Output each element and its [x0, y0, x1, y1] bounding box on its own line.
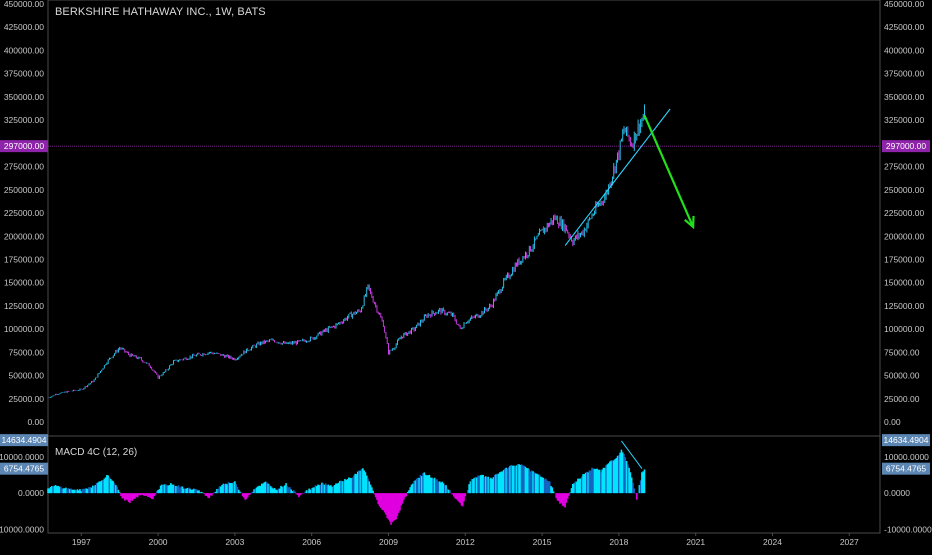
price-tick-left-label: 450000.00 [4, 0, 44, 9]
level-badge-left [0, 140, 48, 153]
x-tick-label: 2006 [302, 537, 321, 547]
macd-tick-right-label: -10000.0000 [884, 524, 932, 534]
price-tick-right-label: 0.00 [884, 417, 901, 427]
price-tick-left-label: 400000.00 [4, 45, 44, 55]
price-tick-right-label: 275000.00 [884, 162, 924, 172]
price-tick-right-label: 250000.00 [884, 185, 924, 195]
macd-tick-left-label: 0.0000 [18, 488, 44, 498]
macd-badge-top-left-text: 14634.4904 [2, 435, 47, 445]
price-tick-left-label: 250000.00 [4, 185, 44, 195]
price-tick-right-label: 125000.00 [884, 301, 924, 311]
macd-tick-right-label: 10000.0000 [884, 452, 929, 462]
price-tick-left-label: 175000.00 [4, 254, 44, 264]
macd-badge-mid-left [0, 462, 48, 475]
price-tick-left-label: 25000.00 [9, 394, 45, 404]
price-tick-left-label: 125000.00 [4, 301, 44, 311]
price-tick-right-label: 200000.00 [884, 231, 924, 241]
price-tick-right-label: 50000.00 [884, 371, 920, 381]
level-badge-left-text: 297000.00 [4, 141, 44, 151]
price-tick-left-label: 200000.00 [4, 231, 44, 241]
price-series [47, 104, 645, 399]
macd-histogram [47, 449, 646, 525]
x-tick-label: 2000 [149, 537, 168, 547]
price-tick-right-label: 100000.00 [884, 324, 924, 334]
macd-badge-top-right [882, 434, 930, 447]
macd-badge-mid-right-text: 6754.4765 [886, 464, 926, 474]
price-tick-right-label: 450000.00 [884, 0, 924, 9]
macd-tick-right-label: 0.0000 [884, 488, 910, 498]
x-tick-label: 2015 [533, 537, 552, 547]
level-badge-right-text: 297000.00 [886, 141, 926, 151]
price-tick-right-label: 400000.00 [884, 45, 924, 55]
price-tick-right-label: 150000.00 [884, 278, 924, 288]
macd-badge-mid-right [882, 462, 930, 475]
chart-title: BERKSHIRE HATHAWAY INC., 1W, BATS [55, 6, 266, 18]
x-tick-label: 2018 [609, 537, 628, 547]
price-tick-right-label: 75000.00 [884, 347, 920, 357]
x-tick-label: 2012 [456, 537, 475, 547]
macd-badge-top-right-text: 14634.4904 [884, 435, 929, 445]
price-tick-left-label: 225000.00 [4, 208, 44, 218]
price-tick-right-label: 225000.00 [884, 208, 924, 218]
price-tick-right-label: 375000.00 [884, 69, 924, 79]
macd-badge-mid-left-text: 6754.4765 [4, 464, 44, 474]
plot-frame [47, 0, 881, 534]
price-tick-right-label: 325000.00 [884, 115, 924, 125]
price-tick-left-label: 50000.00 [9, 371, 45, 381]
level-badge-right [882, 140, 930, 153]
price-tick-left-label: 75000.00 [9, 347, 45, 357]
x-tick-label: 2021 [686, 537, 705, 547]
x-tick-label: 2009 [379, 537, 398, 547]
price-tick-left-label: 275000.00 [4, 162, 44, 172]
price-tick-left-label: 375000.00 [4, 69, 44, 79]
projection-arrow-shaft [643, 115, 695, 228]
x-tick-label: 2003 [225, 537, 244, 547]
price-tick-left-label: 150000.00 [4, 278, 44, 288]
price-tick-left-label: 0.00 [27, 417, 44, 427]
price-tick-right-label: 175000.00 [884, 254, 924, 264]
projection-arrow-head [684, 215, 695, 230]
x-tick-label: 1997 [72, 537, 91, 547]
price-tick-left-label: 100000.00 [4, 324, 44, 334]
x-tick-label: 2027 [840, 537, 859, 547]
trendline [564, 108, 671, 246]
price-tick-right-label: 350000.00 [884, 92, 924, 102]
macd-tick-left-label: -10000.0000 [0, 524, 44, 534]
macd-divergence-line [621, 440, 643, 469]
price-tick-right-label: 25000.00 [884, 394, 920, 404]
price-tick-right-label: 425000.00 [884, 22, 924, 32]
macd-badge-top-left [0, 434, 48, 447]
price-tick-left-label: 325000.00 [4, 115, 44, 125]
price-tick-left-label: 350000.00 [4, 92, 44, 102]
price-tick-left-label: 425000.00 [4, 22, 44, 32]
macd-title: MACD 4C (12, 26) [55, 447, 138, 458]
x-tick-label: 2024 [763, 537, 782, 547]
macd-tick-left-label: 10000.0000 [0, 452, 44, 462]
